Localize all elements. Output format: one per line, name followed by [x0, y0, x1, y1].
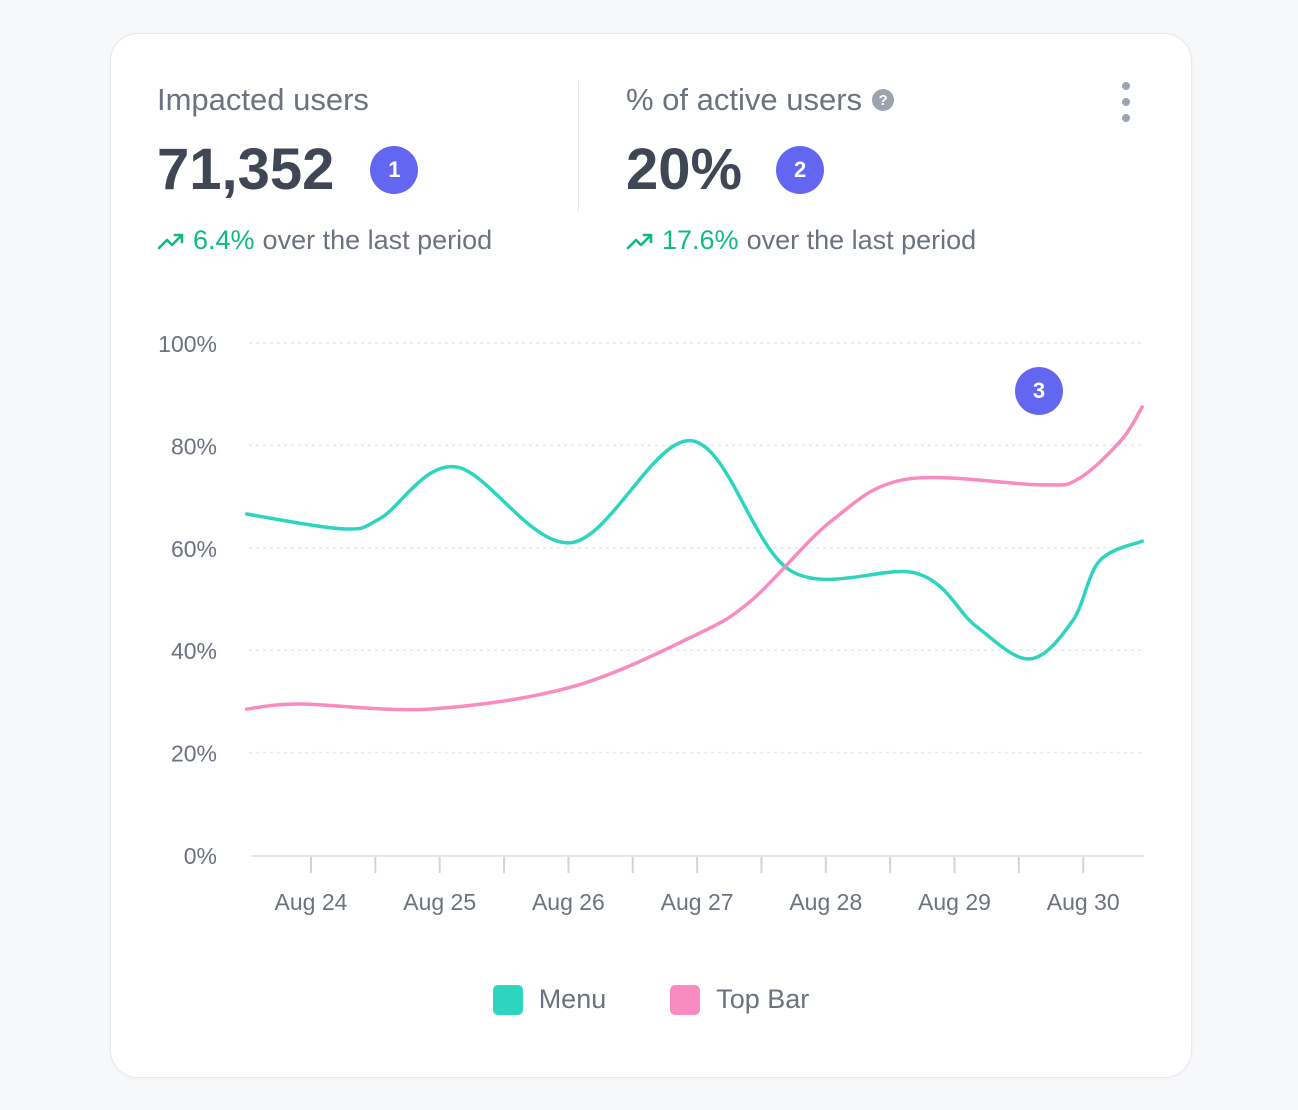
y-tick-label: 20%	[171, 741, 217, 767]
x-tick-label: Aug 26	[532, 889, 605, 915]
trending-up-icon	[626, 233, 653, 249]
metric-active-users: % of active users ? 20% 2 17.6% over the…	[626, 82, 976, 256]
step-badge: 3	[1015, 367, 1063, 415]
trending-up-icon	[157, 233, 184, 249]
x-tick-label: Aug 29	[918, 889, 991, 915]
legend-item-menu[interactable]: Menu	[492, 984, 607, 1015]
x-tick-label: Aug 27	[661, 889, 734, 915]
metric-label: Impacted users	[157, 82, 369, 117]
change-percent: 17.6%	[662, 225, 739, 255]
step-badge: 2	[776, 145, 825, 194]
y-tick-label: 40%	[171, 638, 217, 664]
metric-value: 71,352	[157, 137, 335, 202]
y-tick-label: 100%	[158, 331, 217, 357]
legend-swatch	[670, 984, 701, 1015]
change-suffix: over the last period	[262, 225, 493, 255]
legend: Menu Top Bar	[111, 984, 1191, 1015]
x-tick-label: Aug 24	[275, 889, 348, 915]
y-tick-label: 60%	[171, 536, 217, 562]
legend-item-top-bar[interactable]: Top Bar	[670, 984, 809, 1015]
divider	[578, 81, 579, 212]
x-tick-label: Aug 25	[403, 889, 476, 915]
legend-label: Menu	[538, 984, 607, 1014]
x-tick-label: Aug 28	[789, 889, 862, 915]
metric-impacted-users: Impacted users 71,352 1 6.4% over the la…	[157, 82, 492, 256]
step-badge: 1	[370, 145, 419, 194]
impacted-users-card: Impacted users 71,352 1 6.4% over the la…	[110, 33, 1192, 1078]
metric-value: 20%	[626, 137, 743, 202]
series-line-top-bar	[244, 405, 1144, 712]
y-tick-label: 80%	[171, 433, 217, 459]
change-percent: 6.4%	[193, 225, 255, 255]
metric-label: % of active users	[626, 82, 863, 117]
more-options-icon[interactable]	[1114, 82, 1138, 122]
y-tick-label: 0%	[184, 843, 217, 869]
series-line-menu	[244, 439, 1144, 661]
help-icon[interactable]: ?	[872, 89, 895, 111]
change-suffix: over the last period	[746, 225, 977, 255]
legend-label: Top Bar	[716, 984, 810, 1014]
x-tick-label: Aug 30	[1047, 889, 1120, 915]
legend-swatch	[492, 984, 523, 1015]
line-chart: 0% 20% 40% 60% 80% 100% Aug 24 Aug 25 Aug 26 Aug …	[158, 331, 1144, 915]
